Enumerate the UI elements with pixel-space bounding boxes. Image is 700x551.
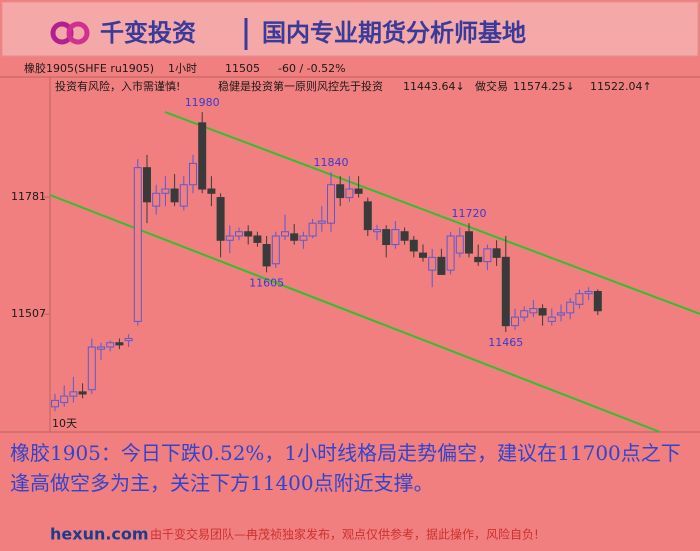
risk: 投资有风险，入市需谨慎! (55, 79, 180, 93)
candle-body (336, 184, 345, 199)
corner-label: 10天 (52, 417, 77, 430)
candle-body (373, 229, 381, 233)
symbol: 橡胶1905(SHFE ru1905) (24, 61, 154, 75)
y-tick-label: 11781 (11, 190, 46, 203)
price: 11505 (225, 62, 260, 75)
candle-body (124, 337, 133, 342)
y-tick-label: 11507 (11, 307, 46, 320)
candle-body (235, 231, 243, 237)
candle-body (115, 342, 124, 346)
trend-line (164, 111, 700, 315)
candle-body (547, 316, 556, 322)
label: 做交易 (475, 79, 508, 93)
candle-body (575, 293, 584, 305)
candle-body (143, 167, 151, 203)
candle-body (152, 192, 161, 207)
candle-body (511, 316, 519, 327)
candle-body (244, 231, 253, 237)
candle-body (492, 248, 501, 258)
site: hexun.com (50, 525, 149, 544)
price-annotation: 11980 (185, 96, 220, 109)
period: 1小时 (168, 62, 197, 75)
price-annotation: 11720 (452, 207, 487, 220)
candle-body (400, 231, 409, 241)
price-annotation: 11465 (488, 336, 523, 349)
candle-body (308, 222, 317, 237)
commentary-box: 橡胶1905：今日下跌0.52%，1小时线格局走势偏空，建议在11700点之下逢… (10, 441, 681, 495)
candle-body (465, 231, 473, 254)
candle-body (409, 239, 418, 252)
candle-body (382, 229, 391, 246)
candle-body (106, 342, 115, 348)
logo (50, 21, 90, 45)
motto: 稳健是投资第一原则风控先于投资 (218, 79, 383, 93)
candle-body (437, 256, 446, 275)
banner (1, 1, 699, 57)
candle-body (327, 184, 335, 224)
candle-body (170, 188, 179, 203)
price-annotation: 11605 (249, 276, 284, 289)
candle-body (474, 256, 483, 263)
price-annotation: 11840 (314, 156, 349, 169)
candle-body (216, 197, 225, 241)
candle-body (78, 391, 87, 395)
candle-body (87, 346, 96, 391)
candle-body (538, 308, 547, 316)
candle-body (253, 235, 262, 243)
candle-body (189, 162, 197, 186)
candle-body (557, 312, 565, 316)
candle-body (133, 167, 142, 322)
value: 11443.64↓ (403, 80, 465, 93)
candle-body (207, 188, 216, 194)
value: 11522.04↑ (590, 80, 652, 93)
candle-body (97, 346, 105, 350)
candle-body (363, 201, 372, 231)
candle-body (566, 301, 575, 314)
candle-body (271, 235, 280, 265)
candle-body (161, 188, 170, 194)
candle-body (281, 231, 289, 237)
candle-body (354, 188, 363, 194)
candle-body (593, 291, 602, 312)
candle-body (391, 229, 400, 246)
candle-body (446, 235, 455, 271)
change: -60 / -0.52% (278, 62, 346, 75)
candle-body (520, 310, 529, 318)
trend-line (49, 194, 661, 433)
value: 11574.25↓ (513, 80, 575, 93)
candle-body (529, 308, 538, 314)
candle-body (69, 391, 78, 397)
candle-body (198, 122, 207, 190)
candle-body (419, 252, 427, 258)
candle-body (428, 256, 437, 271)
candle-body (225, 235, 234, 241)
brand: 千变投资 (100, 19, 196, 47)
candle-body (51, 399, 59, 408)
candle-body (584, 291, 593, 295)
candle-body (262, 244, 271, 267)
candle-body (290, 233, 299, 241)
commentary: 橡胶1905：今日下跌0.52%，1小时线格局走势偏空，建议在11700点之下逢… (10, 441, 681, 495)
candle-body (483, 248, 492, 263)
candle-body (455, 235, 464, 254)
disclaimer: 由千变交易团队—冉茂祯独家发布，观点仅供参考，据此操作，风险自负! (150, 527, 539, 542)
candle-body (299, 235, 308, 241)
candle-body (179, 184, 188, 207)
candle-body (317, 220, 326, 224)
candle-body (345, 188, 354, 199)
slogan: 国内专业期货分析师基地 (262, 19, 526, 47)
candle-body (501, 256, 510, 327)
candle-body (60, 395, 69, 404)
